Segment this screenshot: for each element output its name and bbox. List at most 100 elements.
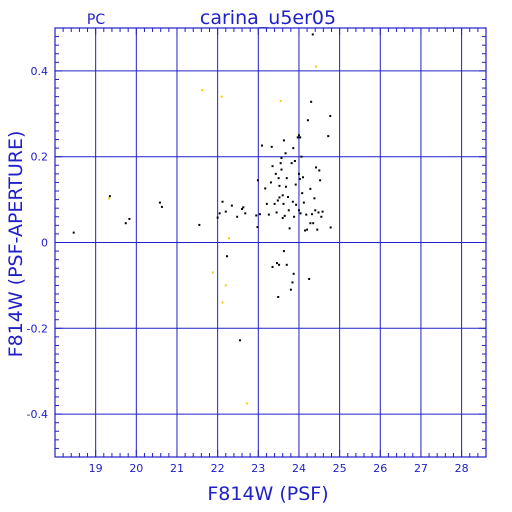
black-data-point	[278, 263, 281, 266]
black-data-point	[198, 223, 201, 226]
black-data-point	[108, 195, 111, 198]
black-data-point	[317, 211, 320, 214]
yellow-data-point	[279, 99, 282, 102]
black-data-point	[315, 166, 318, 169]
black-data-point	[242, 206, 245, 209]
black-data-point	[218, 212, 221, 215]
black-data-point	[230, 204, 233, 207]
black-data-point	[313, 197, 316, 200]
pc-label: PC	[87, 12, 105, 28]
black-data-point	[285, 177, 288, 180]
black-data-point	[302, 176, 305, 179]
x-axis-label: F814W (PSF)	[207, 483, 328, 505]
black-data-point	[293, 159, 296, 162]
black-data-point	[236, 215, 239, 218]
x-tick-label: 26	[373, 462, 387, 475]
black-data-point	[72, 231, 75, 234]
black-data-point	[316, 228, 319, 231]
black-data-point	[302, 201, 305, 204]
black-data-point	[298, 178, 301, 181]
black-data-point	[241, 208, 244, 211]
black-data-point	[160, 205, 163, 208]
black-data-point	[278, 184, 281, 187]
black-data-point	[301, 192, 304, 195]
yellow-data-point	[245, 402, 248, 405]
grid-lines	[54, 28, 486, 457]
x-tick-label: 21	[170, 462, 184, 475]
black-data-point	[265, 202, 268, 205]
black-data-point	[255, 214, 258, 217]
black-data-point	[329, 114, 332, 117]
yellow-data-point	[315, 65, 318, 68]
black-data-point	[267, 213, 270, 216]
black-data-point	[277, 177, 280, 180]
black-data-point	[275, 211, 278, 214]
black-data-point	[310, 100, 313, 103]
black-data-point	[309, 222, 312, 225]
black-data-point	[288, 227, 291, 230]
black-data-point	[244, 212, 247, 215]
black-data-point	[283, 214, 286, 217]
black-data-point	[276, 199, 279, 202]
black-data-point	[256, 179, 259, 182]
black-data-point	[304, 229, 307, 232]
x-tick-label: 25	[333, 462, 347, 475]
black-data-point	[310, 213, 313, 216]
y-tick-label: -0.4	[27, 408, 48, 421]
black-data-point	[289, 288, 292, 291]
x-tick-labels: 19 20 21 22 23 24 25 26 27 28	[89, 462, 469, 475]
yellow-data-point	[201, 89, 204, 92]
yellow-data-point	[211, 271, 214, 274]
black-data-point	[286, 196, 289, 199]
black-data-point	[290, 162, 293, 165]
black-data-point	[158, 201, 161, 204]
black-data-point	[273, 202, 276, 205]
black-data-point	[300, 155, 303, 158]
black-data-point	[294, 183, 297, 186]
black-data-point	[271, 165, 274, 168]
x-tick-label: 27	[414, 462, 428, 475]
black-data-point	[295, 203, 298, 206]
black-data-point	[278, 196, 281, 199]
black-data-point	[319, 179, 322, 182]
black-data-point	[314, 209, 317, 212]
yellow-data-point	[228, 237, 231, 240]
y-tick-label: -0.2	[27, 322, 48, 335]
chart-title: carina_u5er05	[200, 7, 336, 29]
black-data-point	[280, 156, 283, 159]
axis-ticks	[54, 27, 487, 458]
black-data-point	[291, 200, 294, 203]
y-tick-label: 0.4	[31, 65, 49, 78]
x-tick-label: 23	[251, 462, 265, 475]
black-data-point	[239, 339, 242, 342]
black-data-point	[292, 272, 295, 275]
black-data-point	[124, 222, 127, 225]
black-data-point	[281, 217, 284, 220]
black-data-point	[274, 172, 277, 175]
black-data-point	[285, 263, 288, 266]
black-data-point	[282, 202, 285, 205]
black-data-point	[269, 181, 272, 184]
x-tick-label: 22	[211, 462, 225, 475]
black-data-point	[318, 169, 321, 172]
yellow-data-point	[221, 301, 224, 304]
black-data-point	[260, 144, 263, 147]
black-data-point	[292, 147, 295, 150]
black-data-point	[311, 33, 314, 36]
yellow-data-point	[224, 284, 227, 287]
yellow-data-point	[220, 95, 223, 98]
y-tick-label: 0	[41, 237, 48, 250]
black-data-point	[280, 168, 283, 171]
black-data-point	[297, 134, 300, 137]
black-data-point	[277, 295, 280, 298]
black-data-point	[276, 262, 279, 265]
black-data-point	[128, 217, 131, 220]
black-data-point	[216, 216, 219, 219]
black-data-point	[281, 194, 284, 197]
black-data-point	[299, 136, 302, 139]
black-data-point	[299, 212, 302, 215]
black-data-point	[270, 145, 273, 148]
black-data-point	[312, 222, 315, 225]
y-tick-label: 0.2	[31, 151, 49, 164]
